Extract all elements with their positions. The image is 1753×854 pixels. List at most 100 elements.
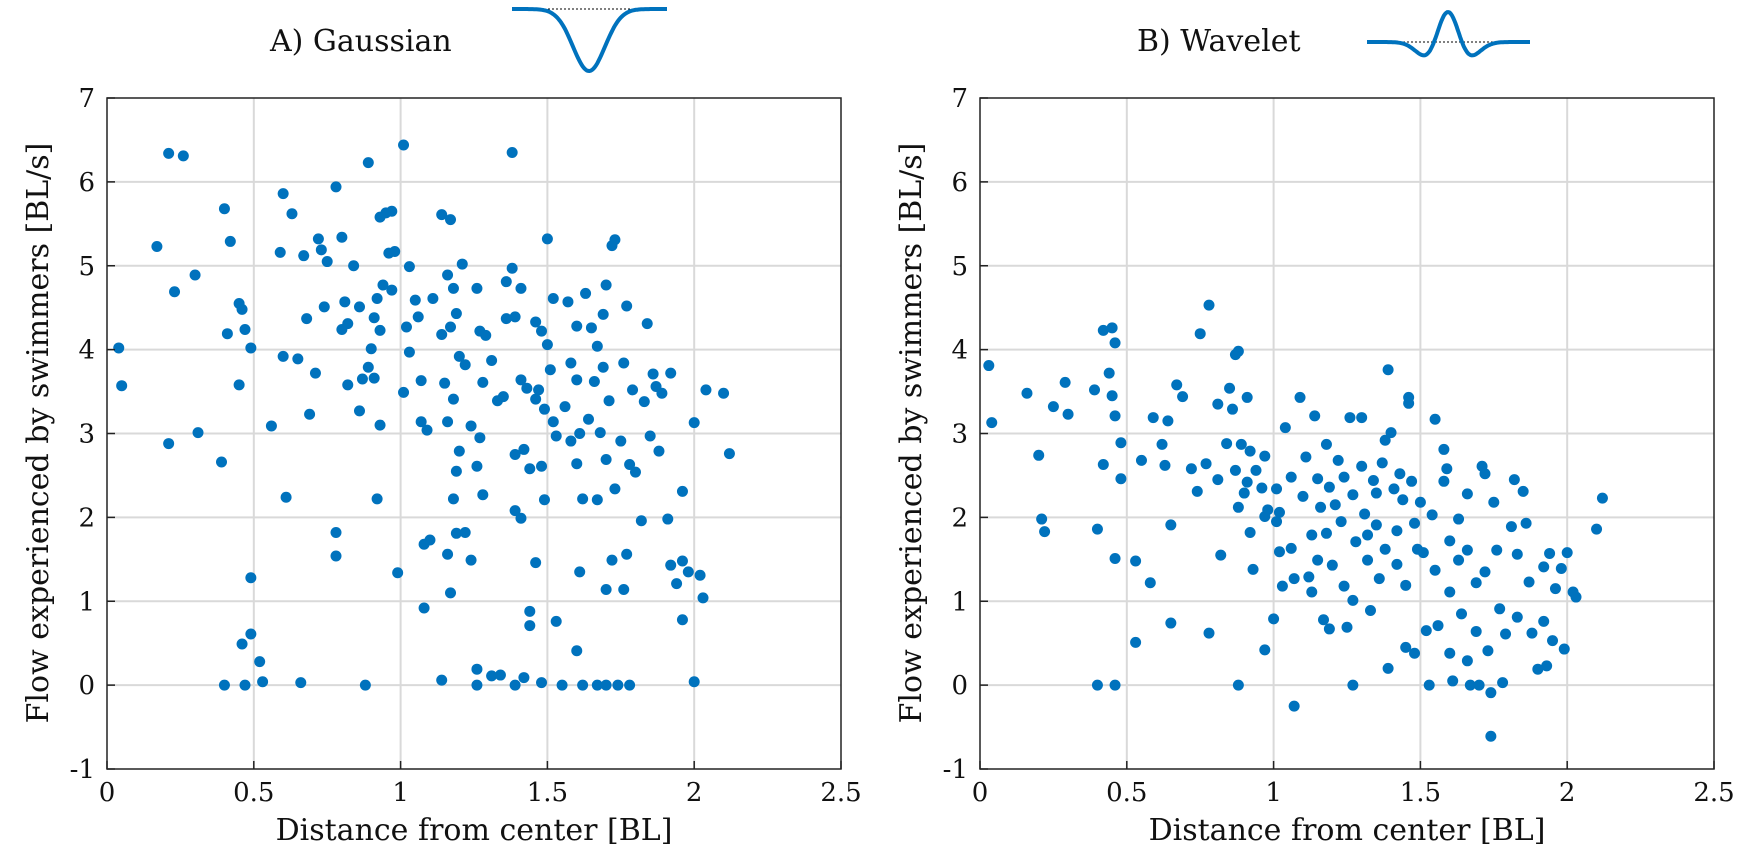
- data-point: [1426, 509, 1438, 521]
- data-point: [1273, 546, 1285, 558]
- data-point: [1212, 398, 1224, 410]
- data-point: [424, 534, 436, 546]
- data-point: [1332, 454, 1344, 466]
- data-point: [618, 357, 630, 369]
- panel-a-points: [113, 139, 735, 691]
- data-point: [1359, 508, 1371, 520]
- data-point: [427, 292, 439, 304]
- data-point: [315, 244, 327, 256]
- data-point: [1570, 591, 1582, 603]
- data-point: [1541, 660, 1553, 672]
- data-point: [521, 382, 533, 394]
- x-tick-label: 1: [392, 778, 409, 808]
- data-point: [304, 408, 316, 420]
- data-point: [1532, 663, 1544, 675]
- data-point: [1268, 613, 1280, 625]
- data-point: [1347, 594, 1359, 606]
- data-point: [442, 269, 454, 281]
- data-point: [1403, 391, 1415, 403]
- data-point: [450, 527, 462, 539]
- data-point: [624, 459, 636, 471]
- data-point: [1385, 427, 1397, 439]
- data-point: [533, 384, 545, 396]
- data-point: [450, 308, 462, 320]
- data-point: [577, 679, 589, 691]
- data-point: [1461, 488, 1473, 500]
- data-point: [1356, 412, 1368, 424]
- data-point: [421, 424, 433, 436]
- data-point: [1520, 517, 1532, 529]
- data-point: [1203, 299, 1215, 311]
- data-point: [515, 512, 527, 524]
- data-point: [1215, 549, 1227, 561]
- data-point: [1429, 564, 1441, 576]
- data-point: [447, 393, 459, 405]
- data-point: [1485, 687, 1497, 699]
- data-point: [688, 676, 700, 688]
- data-point: [591, 679, 603, 691]
- data-point: [1156, 438, 1168, 450]
- x-tick-label: 0: [99, 778, 116, 808]
- data-point: [583, 413, 595, 425]
- data-point: [536, 460, 548, 472]
- data-point: [339, 296, 351, 308]
- data-point: [177, 150, 189, 162]
- data-point: [459, 359, 471, 371]
- data-point: [1021, 387, 1033, 399]
- data-point: [1341, 621, 1353, 633]
- data-point: [1185, 463, 1197, 475]
- data-point: [1338, 471, 1350, 483]
- data-point: [606, 554, 618, 566]
- data-point: [1417, 547, 1429, 559]
- data-point: [403, 346, 415, 358]
- data-point: [330, 526, 342, 538]
- data-point: [494, 669, 506, 681]
- gaussian-dip-icon: [512, 7, 667, 74]
- data-point: [274, 246, 286, 258]
- data-point: [1406, 475, 1418, 487]
- data-point: [386, 205, 398, 217]
- y-tick-label: 5: [951, 252, 968, 282]
- data-point: [336, 231, 348, 243]
- data-point: [621, 548, 633, 560]
- y-tick-label: 2: [951, 503, 968, 533]
- x-tick-label: 1: [1265, 778, 1282, 808]
- data-point: [986, 417, 998, 429]
- data-point: [500, 276, 512, 288]
- data-point: [571, 374, 583, 386]
- data-point: [1497, 677, 1509, 689]
- wavelet-icon: [1367, 10, 1530, 58]
- data-point: [471, 663, 483, 675]
- data-point: [1033, 449, 1045, 461]
- data-point: [445, 214, 457, 226]
- data-point: [600, 679, 612, 691]
- data-point: [218, 679, 230, 691]
- data-point: [1089, 384, 1101, 396]
- data-point: [1379, 434, 1391, 446]
- data-point: [509, 505, 521, 517]
- data-point: [1144, 577, 1156, 589]
- data-point: [245, 628, 257, 640]
- data-point: [1382, 662, 1394, 674]
- data-point: [550, 430, 562, 442]
- data-point: [1508, 474, 1520, 486]
- data-point: [629, 466, 641, 478]
- data-point: [330, 550, 342, 562]
- data-point: [336, 323, 348, 335]
- data-point: [1461, 544, 1473, 556]
- data-point: [509, 679, 521, 691]
- data-point: [169, 286, 181, 298]
- data-point: [386, 284, 398, 296]
- data-point: [1438, 475, 1450, 487]
- data-point: [556, 679, 568, 691]
- data-point: [362, 361, 374, 373]
- data-point: [1285, 471, 1297, 483]
- data-point: [374, 419, 386, 431]
- data-point: [1456, 608, 1468, 620]
- data-point: [1376, 457, 1388, 469]
- data-point: [571, 320, 583, 332]
- data-point: [1423, 679, 1435, 691]
- data-point: [662, 513, 674, 525]
